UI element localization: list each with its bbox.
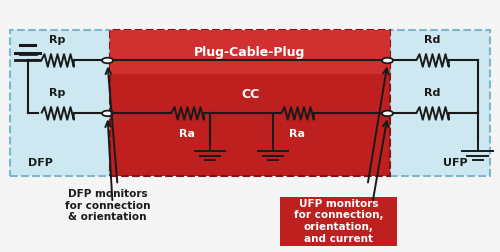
Text: Rp: Rp (50, 88, 66, 98)
Circle shape (382, 111, 393, 116)
Text: Rd: Rd (424, 35, 440, 45)
Text: DFP monitors
for connection
& orientation: DFP monitors for connection & orientatio… (65, 189, 150, 222)
FancyBboxPatch shape (10, 30, 110, 176)
Text: CC: CC (241, 88, 259, 101)
Circle shape (382, 58, 393, 63)
Text: Plug-Cable-Plug: Plug-Cable-Plug (194, 46, 306, 59)
Text: UFP: UFP (442, 158, 468, 168)
Circle shape (102, 111, 113, 116)
FancyBboxPatch shape (390, 30, 490, 176)
Circle shape (102, 58, 113, 63)
Text: Ra: Ra (290, 129, 306, 139)
Text: Rp: Rp (50, 35, 66, 45)
Text: Rd: Rd (424, 88, 440, 98)
Text: DFP: DFP (28, 158, 52, 168)
FancyBboxPatch shape (280, 197, 398, 246)
Text: Ra: Ra (180, 129, 196, 139)
FancyBboxPatch shape (110, 30, 390, 74)
Text: UFP monitors
for connection,
orientation,
and current: UFP monitors for connection, orientation… (294, 199, 384, 243)
FancyBboxPatch shape (110, 30, 390, 176)
